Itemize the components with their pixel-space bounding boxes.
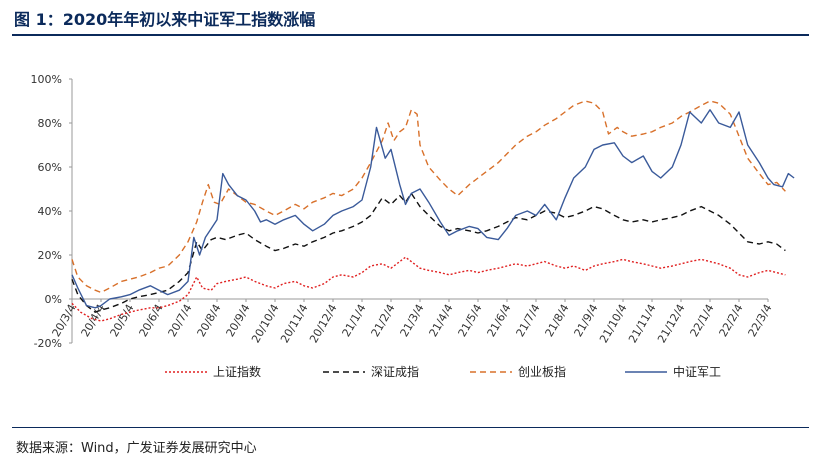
x-tick-label: 21/5/4 bbox=[456, 302, 485, 339]
x-tick-label: 21/10/4 bbox=[597, 302, 629, 345]
chart-svg: -20% 0% 20% 40% 60% 80% 100% 20/3/4 20/4/4 20/5/… bbox=[31, 73, 795, 379]
x-tick-label: 22/2/4 bbox=[717, 302, 746, 339]
x-tick-label: 22/3/4 bbox=[746, 302, 775, 339]
legend-label: 深证成指 bbox=[371, 364, 419, 379]
x-tick-label: 21/2/4 bbox=[369, 302, 398, 339]
series-line bbox=[71, 256, 786, 322]
x-tick-label: 21/8/4 bbox=[543, 302, 572, 339]
x-tick-label: 21/6/4 bbox=[485, 302, 514, 339]
x-tick-label: 20/10/4 bbox=[249, 302, 281, 345]
legend-label: 上证指数 bbox=[213, 364, 261, 379]
x-tick-label: 20/5/4 bbox=[108, 302, 137, 339]
x-tick-label: 21/3/4 bbox=[398, 302, 427, 339]
legend-label: 创业板指 bbox=[518, 364, 566, 379]
series-line bbox=[71, 100, 786, 294]
y-tick-label: 100% bbox=[31, 73, 62, 86]
x-tick-label: 20/3/4 bbox=[50, 302, 79, 339]
series-line bbox=[71, 192, 786, 313]
x-tick-label: 21/11/4 bbox=[626, 302, 658, 345]
series-line bbox=[71, 109, 795, 309]
x-tick-label: 21/9/4 bbox=[572, 302, 601, 339]
x-tick-label: 21/12/4 bbox=[655, 302, 687, 345]
y-tick-label: 80% bbox=[38, 117, 62, 130]
y-tick-label: 60% bbox=[38, 161, 62, 174]
source-note: 数据来源：Wind，广发证券发展研究中心 bbox=[16, 441, 257, 456]
title-rule bbox=[12, 34, 809, 36]
chart-series bbox=[71, 100, 795, 322]
x-tick-label: 21/7/4 bbox=[514, 302, 543, 339]
chart-legend: 上证指数 深证成指 创业板指 中证军工 bbox=[165, 364, 721, 379]
x-tick-label: 21/4/4 bbox=[427, 302, 456, 339]
y-tick-label: 0% bbox=[45, 293, 62, 306]
legend-label: 中证军工 bbox=[673, 364, 721, 379]
chart-axes bbox=[71, 79, 768, 343]
x-tick-label: 20/8/4 bbox=[195, 302, 224, 339]
x-tick-label: 20/7/4 bbox=[166, 302, 195, 339]
y-tick-label: 20% bbox=[38, 249, 62, 262]
x-tick-label: 20/9/4 bbox=[224, 302, 253, 339]
x-tick-label: 20/12/4 bbox=[307, 302, 339, 345]
x-tick-label: 21/1/4 bbox=[340, 302, 369, 339]
chart-title: 图 1：2020年年初以来中证军工指数涨幅 bbox=[14, 10, 316, 29]
source-rule bbox=[12, 427, 809, 428]
y-axis-ticks: -20% 0% 20% 40% 60% 80% 100% bbox=[31, 73, 72, 350]
x-tick-label: 20/11/4 bbox=[278, 302, 310, 345]
y-tick-label: 40% bbox=[38, 205, 62, 218]
x-axis-ticks: 20/3/4 20/4/4 20/5/4 20/6/4 20/7/4 20/8/4 20/9… bbox=[50, 299, 775, 345]
x-tick-label: 22/1/4 bbox=[688, 302, 717, 339]
y-tick-label: -20% bbox=[34, 337, 62, 350]
